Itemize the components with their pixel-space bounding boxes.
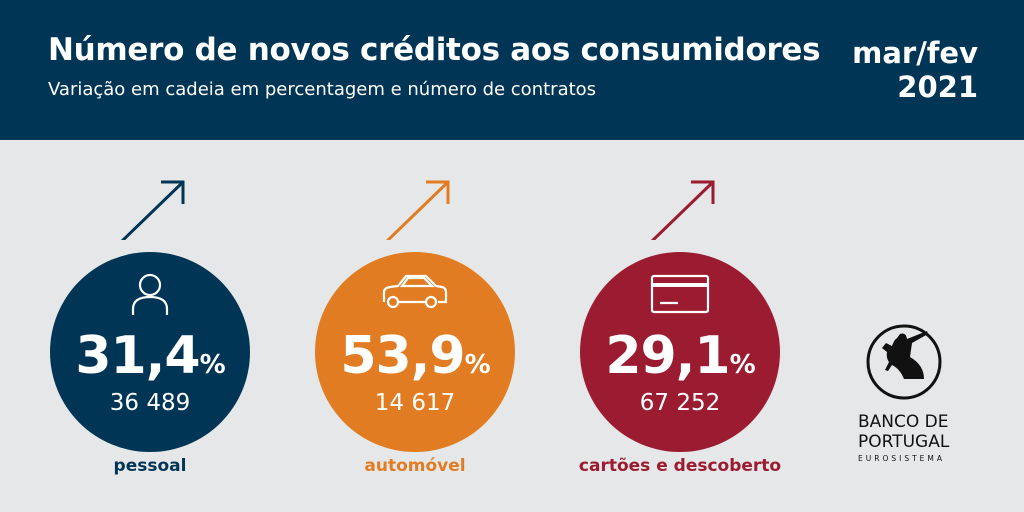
category-label: automóvel <box>364 456 466 476</box>
change-percent: 53,9% <box>340 326 490 386</box>
category-label: pessoal <box>113 456 187 476</box>
change-percent: 29,1% <box>605 326 755 386</box>
contract-count: 67 252 <box>639 390 721 416</box>
category-label: cartões e descoberto <box>578 456 782 476</box>
page-subtitle: Variação em cadeia em percentagem e núme… <box>48 79 597 100</box>
trend-up-arrow-icon <box>385 180 450 240</box>
page-title: Número de novos créditos aos consumidore… <box>48 32 821 68</box>
trend-up-arrow-icon <box>650 180 715 240</box>
category-circle: 53,9% 14 617 <box>315 252 515 452</box>
header: Número de novos créditos aos consumidore… <box>0 0 1024 140</box>
contract-count: 14 617 <box>374 390 456 416</box>
car-icon <box>315 272 515 312</box>
contract-count: 36 489 <box>109 390 191 416</box>
logo-emblem-icon <box>866 324 942 400</box>
person-icon <box>50 272 250 316</box>
category-circle: 31,4% 36 489 <box>50 252 250 452</box>
change-percent: 31,4% <box>75 326 225 386</box>
category-circle: 29,1% 67 252 <box>580 252 780 452</box>
period: mar/fev 2021 <box>852 36 978 104</box>
trend-up-arrow-icon <box>120 180 185 240</box>
banco-de-portugal-logo: BANCO DE PORTUGAL EUROSISTEMA <box>858 322 968 463</box>
credit-card-icon <box>580 272 780 316</box>
